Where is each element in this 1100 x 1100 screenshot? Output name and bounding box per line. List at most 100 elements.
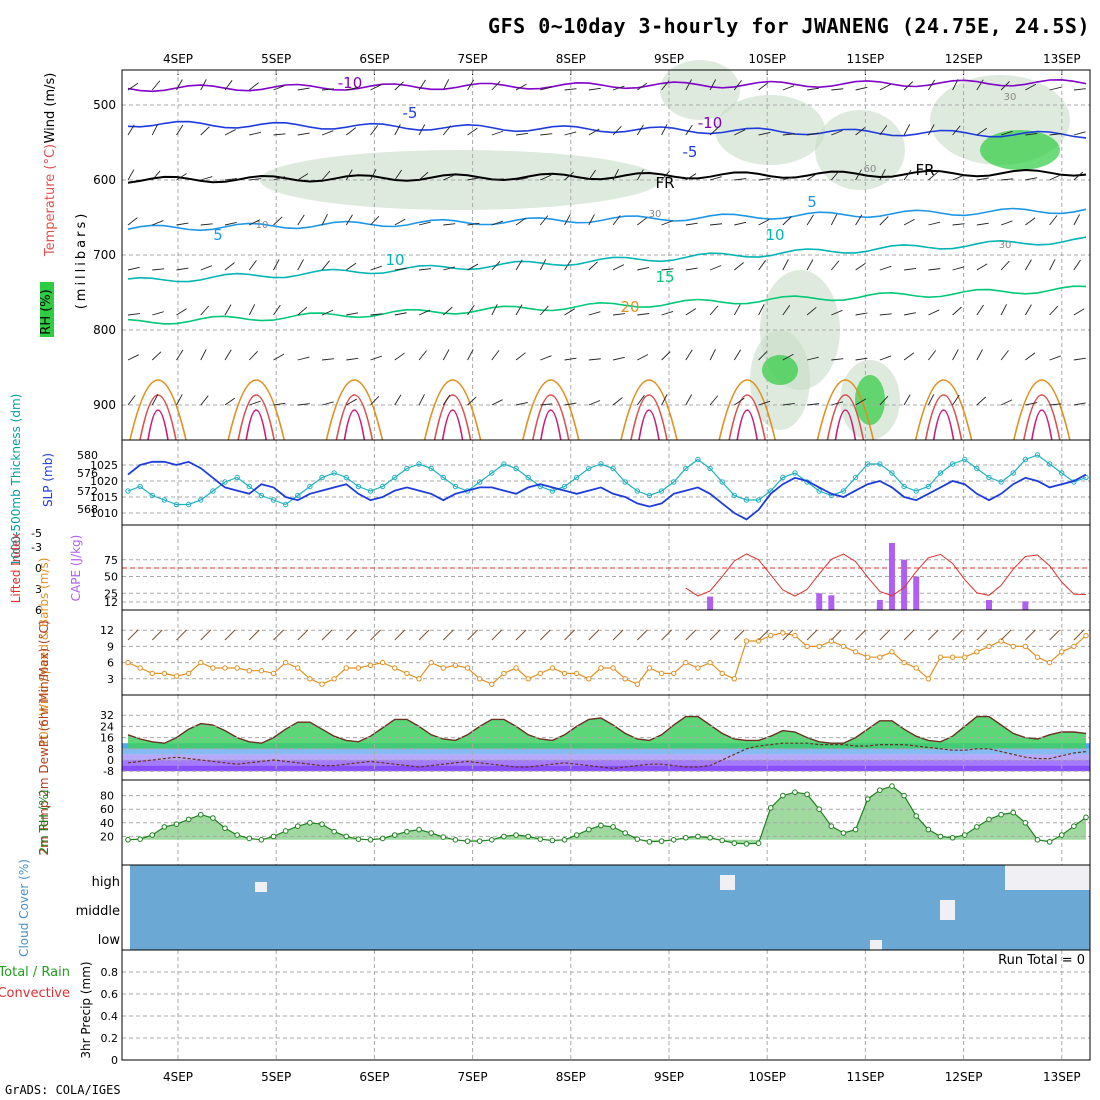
wind-barb xyxy=(612,85,625,91)
wind-barb xyxy=(176,394,183,406)
wind-speed-point xyxy=(537,670,544,677)
wind-barb xyxy=(370,355,383,361)
day-label-bottom: 5SEP xyxy=(261,1070,291,1084)
wind-speed-point xyxy=(974,649,980,655)
thickness-point xyxy=(1059,470,1065,476)
warm-contour xyxy=(147,409,169,441)
wind10m-barb xyxy=(830,629,842,641)
wind-speed-point xyxy=(586,676,592,682)
wind-barb xyxy=(321,214,328,226)
wind-barb xyxy=(1049,215,1058,226)
wind-barb xyxy=(612,125,622,136)
wind-barb xyxy=(564,357,577,361)
wind-barb xyxy=(1000,220,1013,226)
wind-barb xyxy=(515,132,528,136)
wind-barb xyxy=(346,127,357,136)
wind-barb xyxy=(564,259,572,271)
day-label-top: 11SEP xyxy=(847,52,885,66)
contour-label: 30 xyxy=(1004,92,1017,103)
thickness-point xyxy=(476,479,483,485)
wind-barb xyxy=(224,304,232,316)
rh-point xyxy=(331,828,337,835)
cape-bar xyxy=(876,599,883,610)
thickness-point xyxy=(610,465,616,472)
wind-barb xyxy=(588,261,598,271)
warm-contour xyxy=(540,409,562,441)
rh-point xyxy=(634,836,641,842)
wind-speed-point xyxy=(937,654,944,660)
wind-speed-point xyxy=(1010,643,1016,650)
wind-speed-point xyxy=(889,649,895,655)
wind-barb xyxy=(249,131,262,136)
thickness-point xyxy=(513,465,519,472)
rh-point xyxy=(561,837,568,843)
wind-barb xyxy=(1073,88,1086,91)
wind-barb xyxy=(927,350,937,361)
wind-speed-point xyxy=(246,668,252,674)
wind-barb xyxy=(176,349,184,361)
rh-point xyxy=(294,823,301,830)
wind-barb xyxy=(927,79,936,91)
thickness-point xyxy=(295,492,301,499)
wind-barb xyxy=(612,397,623,406)
cloud-row-label: middle xyxy=(76,904,120,919)
wind-barb xyxy=(321,309,334,316)
wind-barb xyxy=(855,86,868,91)
thickness-point xyxy=(622,479,628,485)
wind10m-barb xyxy=(151,629,163,641)
wind-barb xyxy=(1073,171,1084,181)
wind-barb xyxy=(831,88,844,91)
rh-point xyxy=(622,830,628,836)
wind-tick: 9 xyxy=(107,640,114,653)
temp-tick: 8 xyxy=(107,743,114,756)
wind10m-barb xyxy=(127,629,139,641)
wind-barb xyxy=(928,171,938,181)
li-tick: -3 xyxy=(31,541,42,554)
wind-barb xyxy=(904,312,916,316)
temp-axis-label: Temperature (°C) xyxy=(43,144,58,257)
wind-barb xyxy=(515,304,523,316)
wind-barb xyxy=(491,304,498,316)
li-axis-label: Lifted Index xyxy=(9,533,23,604)
rh-point xyxy=(1071,823,1077,830)
wind-barb xyxy=(879,216,889,226)
wind-barb xyxy=(370,169,377,181)
thickness-panel-frame xyxy=(121,439,1091,526)
wind-barb xyxy=(273,304,281,316)
contour-label: -10 xyxy=(698,114,723,132)
wind-speed-point xyxy=(198,659,204,666)
wind-barb xyxy=(685,308,697,316)
warm-contour xyxy=(728,394,766,441)
wind-speed-point xyxy=(1034,654,1041,660)
rh-high-shading xyxy=(762,355,798,385)
thickness-point xyxy=(222,479,228,485)
wind10m-barb xyxy=(806,629,818,641)
rh-point xyxy=(949,834,956,841)
wind-axis-label: Wind (m/s) xyxy=(43,73,58,144)
warm-contour xyxy=(1013,379,1071,441)
wind-barb xyxy=(734,129,746,136)
thickness-tick: 576 xyxy=(77,467,98,480)
thickness-point xyxy=(683,465,689,472)
wind-barb xyxy=(733,349,742,361)
wind-barb xyxy=(200,126,210,136)
wind-barb xyxy=(1049,133,1062,136)
wind-barb xyxy=(1073,131,1086,136)
warm-contour xyxy=(826,394,865,441)
wind-barb xyxy=(176,267,189,271)
wind-barb xyxy=(249,178,262,181)
wind-barb xyxy=(127,266,140,271)
rh-point xyxy=(767,805,774,811)
wind-barb xyxy=(418,221,431,226)
wind-speed-point xyxy=(598,665,604,671)
thickness-point xyxy=(986,474,992,481)
wind-speed-point xyxy=(610,665,616,671)
wind-barb xyxy=(443,223,456,226)
warm-contour xyxy=(245,409,267,441)
wind10m-barb xyxy=(1073,629,1085,641)
wind-barb xyxy=(248,260,257,271)
lifted-index-line xyxy=(685,553,1087,597)
temp-tick: 0 xyxy=(107,754,114,767)
wind-barb xyxy=(661,394,668,406)
thickness-tick: 580 xyxy=(77,449,98,462)
